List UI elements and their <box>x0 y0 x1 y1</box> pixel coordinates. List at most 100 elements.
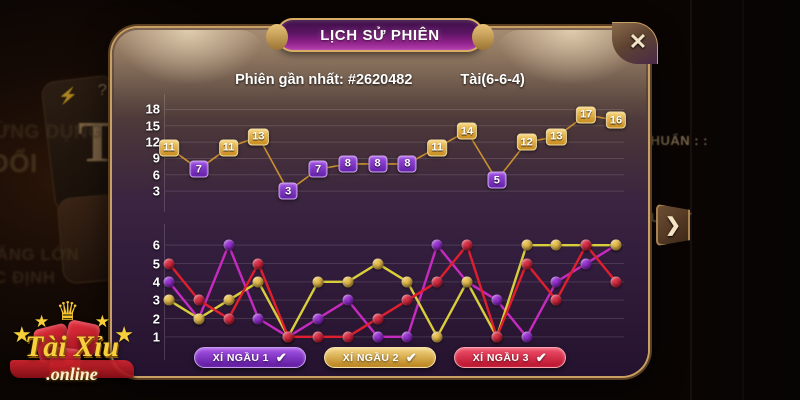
data-point-badge: 11 <box>159 139 179 157</box>
data-point-dot <box>163 294 175 306</box>
close-icon: ✕ <box>628 29 648 54</box>
bg-chip-icon: ⚡ <box>58 88 78 105</box>
data-point-dot <box>312 331 324 343</box>
y-axis-tick: 18 <box>145 101 160 117</box>
data-point-dot <box>372 313 384 324</box>
data-point-badge: 13 <box>546 128 567 146</box>
y-axis-tick: 3 <box>152 292 160 308</box>
brand-logo: ★ ★ ♛ ★ ★ Tài Xỉu .online <box>4 296 140 396</box>
dice-legend: XÍ NGẦU 1 ✔ XÍ NGẦU 2 ✔ XÍ NGẦU 3 ✔ <box>112 347 648 368</box>
y-axis-tick: 5 <box>152 256 160 271</box>
data-point-dot <box>550 239 562 251</box>
crown-icon: ♛ <box>56 296 80 326</box>
data-point-dot <box>521 331 533 343</box>
dice-plot-area <box>163 224 624 360</box>
data-point-dot <box>431 239 443 251</box>
y-axis-tick: 6 <box>152 237 160 253</box>
totals-chart: 18 15 12 9 6 3 11 7 11 13 3 7 8 8 8 11 14 5 12 13 17 16 <box>112 94 648 212</box>
data-point-dot <box>193 294 205 306</box>
data-point-badge: 16 <box>605 111 627 129</box>
data-point-dot <box>372 258 384 269</box>
data-point-badge: 11 <box>218 139 239 157</box>
data-point-dot <box>282 331 294 343</box>
title-wing-left <box>266 24 288 50</box>
series-line <box>167 243 618 339</box>
session-result-label: Tài(6-6-4) <box>460 72 525 88</box>
data-point-dot <box>550 294 562 306</box>
legend-button-label: XÍ NGẦU 1 <box>212 351 269 364</box>
data-point-dot <box>491 294 503 306</box>
data-point-dot <box>521 239 533 251</box>
check-icon: ✔ <box>535 349 548 365</box>
data-point-dot <box>193 313 205 324</box>
logo-star-1: ★ <box>12 322 32 347</box>
series-line <box>168 114 617 192</box>
logo-wordmark: Tài Xỉu <box>24 330 120 363</box>
data-point-dot <box>461 276 473 288</box>
data-point-badge: 3 <box>278 182 298 200</box>
data-point-dot <box>223 239 235 251</box>
data-point-badge: 5 <box>487 171 507 189</box>
data-point-dot <box>610 276 622 288</box>
page-title: LỊCH SỬ PHIÊN <box>320 26 440 44</box>
data-point-dot <box>312 313 324 324</box>
bg-text-1: ỨNG DỤNG <box>0 122 104 143</box>
bg-text-4: C ĐỊNH <box>0 268 56 287</box>
check-icon: ✔ <box>405 349 418 365</box>
legend-button-dice-1[interactable]: XÍ NGẦU 1 ✔ <box>194 347 306 368</box>
y-axis-tick: 1 <box>152 329 160 345</box>
legend-button-dice-3[interactable]: XÍ NGẦU 3 ✔ <box>454 347 566 368</box>
data-point-dot <box>163 258 175 269</box>
dice-plot-svg <box>165 243 624 339</box>
logo-online-text: .online <box>46 364 98 384</box>
session-summary: Phiên gần nhất: #2620482 Tài(6-6-4) <box>112 72 648 88</box>
chevron-right-icon: ❯ <box>665 214 681 236</box>
data-point-dot <box>342 331 354 343</box>
bg-text-3: ĂNG LỚN <box>0 245 80 264</box>
bg-text-2: ĐỔI <box>0 148 38 178</box>
data-point-dot <box>580 258 592 269</box>
logo-ribbon <box>10 360 134 378</box>
y-axis-tick: 2 <box>152 311 160 326</box>
data-point-badge: 14 <box>456 122 478 140</box>
data-point-dot <box>550 276 562 288</box>
bg-help-icon: ? <box>98 82 107 99</box>
data-point-badge: 17 <box>576 106 597 124</box>
data-point-dot <box>461 239 473 251</box>
data-point-dot <box>521 258 533 269</box>
data-point-dot <box>342 276 354 288</box>
bg-right-panel <box>688 0 800 400</box>
y-axis-tick: 12 <box>145 134 160 150</box>
data-point-badge: 12 <box>516 133 537 151</box>
data-point-badge: 8 <box>338 155 358 173</box>
y-axis-tick: 9 <box>152 150 160 166</box>
data-point-dot <box>223 313 235 324</box>
y-axis-tick: 3 <box>152 183 160 199</box>
legend-button-label: XÍ NGẦU 3 <box>472 351 529 364</box>
data-point-badge: 8 <box>368 155 388 173</box>
data-point-badge: 8 <box>397 155 417 173</box>
next-page-button[interactable]: ❯ <box>656 204 690 246</box>
data-point-dot <box>252 276 264 288</box>
title-wing-right <box>472 24 494 50</box>
latest-session-label: Phiên gần nhất: #2620482 <box>235 72 413 88</box>
totals-y-axis: 18 15 12 9 6 3 <box>130 94 160 212</box>
data-point-badge: 11 <box>427 139 448 157</box>
data-point-dot <box>431 276 443 288</box>
logo-star-4: ★ <box>114 322 134 347</box>
close-button[interactable]: ✕ <box>612 22 658 64</box>
y-axis-tick: 4 <box>152 274 160 290</box>
data-point-dot <box>312 276 324 288</box>
legend-button-dice-2[interactable]: XÍ NGẦU 2 ✔ <box>324 347 436 368</box>
dice-y-axis: 6 5 4 3 2 1 <box>130 224 160 360</box>
data-point-dot <box>252 258 264 269</box>
data-point-badge: 7 <box>308 160 328 178</box>
legend-button-label: XÍ NGẦU 2 <box>342 351 399 364</box>
data-point-dot <box>372 331 384 343</box>
data-point-dot <box>431 331 443 343</box>
dice-chart: 6 5 4 3 2 1 <box>112 224 648 360</box>
data-point-dot <box>401 276 413 288</box>
y-axis-tick: 6 <box>152 167 160 183</box>
session-history-dialog: LỊCH SỬ PHIÊN ✕ Phiên gần nhất: #2620482… <box>112 18 658 376</box>
